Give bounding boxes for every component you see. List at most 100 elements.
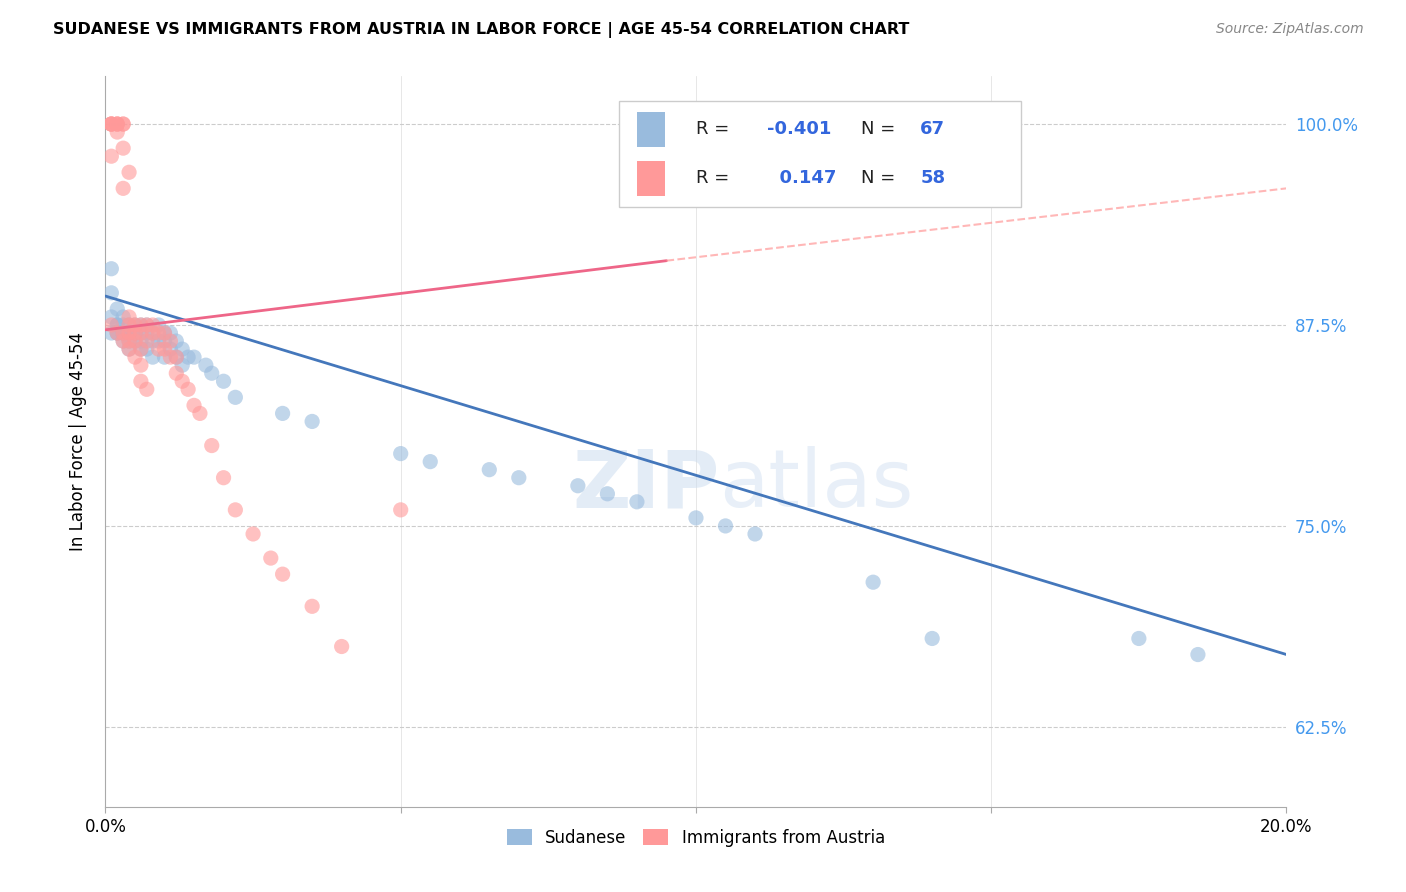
Point xyxy=(124,350,146,364)
Point xyxy=(389,447,412,461)
Point xyxy=(118,342,141,356)
Point xyxy=(142,326,165,340)
Point xyxy=(129,342,152,356)
FancyBboxPatch shape xyxy=(637,161,665,195)
Point xyxy=(194,358,217,372)
Point xyxy=(112,318,135,332)
Point xyxy=(129,318,152,332)
Point xyxy=(105,301,128,316)
Point xyxy=(118,310,141,324)
Point xyxy=(142,350,165,364)
Point xyxy=(183,350,205,364)
Point xyxy=(744,527,766,541)
Point xyxy=(260,551,283,566)
Text: 67: 67 xyxy=(921,120,945,138)
Point xyxy=(124,334,146,348)
Point xyxy=(224,390,246,404)
Point xyxy=(124,318,146,332)
Point xyxy=(596,487,619,501)
Y-axis label: In Labor Force | Age 45-54: In Labor Force | Age 45-54 xyxy=(69,332,87,551)
Point xyxy=(153,342,176,356)
Point xyxy=(135,326,157,340)
Point xyxy=(172,374,194,388)
Text: SUDANESE VS IMMIGRANTS FROM AUSTRIA IN LABOR FORCE | AGE 45-54 CORRELATION CHART: SUDANESE VS IMMIGRANTS FROM AUSTRIA IN L… xyxy=(53,22,910,38)
Point xyxy=(100,310,122,324)
Point xyxy=(129,358,152,372)
Point xyxy=(862,575,884,590)
Text: N =: N = xyxy=(862,120,901,138)
Point xyxy=(153,326,176,340)
Point xyxy=(124,318,146,332)
Text: 0.147: 0.147 xyxy=(766,169,837,187)
Point xyxy=(172,358,194,372)
Point xyxy=(142,318,165,332)
Point xyxy=(129,326,152,340)
Point xyxy=(105,318,128,332)
Point xyxy=(118,334,141,348)
Point xyxy=(105,318,128,332)
Point xyxy=(124,334,146,348)
Point xyxy=(330,640,353,654)
Point xyxy=(301,414,323,428)
Point xyxy=(478,463,501,477)
Point xyxy=(100,117,122,131)
Point xyxy=(112,334,135,348)
Point xyxy=(271,406,294,420)
Point xyxy=(124,326,146,340)
Point xyxy=(112,310,135,324)
Point xyxy=(105,117,128,131)
Point xyxy=(271,567,294,582)
Point xyxy=(626,495,648,509)
Point xyxy=(165,334,187,348)
Point xyxy=(112,334,135,348)
Point xyxy=(142,334,165,348)
Point xyxy=(129,342,152,356)
Point xyxy=(1187,648,1209,662)
Point xyxy=(118,326,141,340)
Point xyxy=(685,511,707,525)
Point xyxy=(118,342,141,356)
Point xyxy=(242,527,264,541)
Text: R =: R = xyxy=(696,169,735,187)
Point xyxy=(105,117,128,131)
Point xyxy=(129,326,152,340)
Point xyxy=(118,326,141,340)
Point xyxy=(153,334,176,348)
Point xyxy=(165,350,187,364)
FancyBboxPatch shape xyxy=(619,102,1021,208)
Point xyxy=(112,117,135,131)
Point xyxy=(100,149,122,163)
Point xyxy=(105,125,128,139)
Point xyxy=(129,318,152,332)
Point xyxy=(153,350,176,364)
Point xyxy=(159,350,181,364)
Point xyxy=(389,503,412,517)
Point xyxy=(188,406,211,420)
Legend: Sudanese, Immigrants from Austria: Sudanese, Immigrants from Austria xyxy=(501,822,891,854)
Point xyxy=(100,117,122,131)
Point xyxy=(100,318,122,332)
Point xyxy=(148,326,170,340)
Point xyxy=(100,117,122,131)
Point xyxy=(153,326,176,340)
Point xyxy=(105,326,128,340)
Point xyxy=(148,318,170,332)
Point xyxy=(201,366,224,380)
Point xyxy=(201,439,224,453)
Point xyxy=(212,374,235,388)
Point xyxy=(714,519,737,533)
Point xyxy=(183,398,205,412)
Point xyxy=(159,326,181,340)
Text: R =: R = xyxy=(696,120,735,138)
Point xyxy=(135,342,157,356)
Point xyxy=(135,334,157,348)
Text: Source: ZipAtlas.com: Source: ZipAtlas.com xyxy=(1216,22,1364,37)
Point xyxy=(124,326,146,340)
FancyBboxPatch shape xyxy=(637,112,665,147)
Point xyxy=(112,181,135,195)
Point xyxy=(1128,632,1150,646)
Point xyxy=(118,318,141,332)
Point xyxy=(159,342,181,356)
Point xyxy=(105,326,128,340)
Point xyxy=(105,117,128,131)
